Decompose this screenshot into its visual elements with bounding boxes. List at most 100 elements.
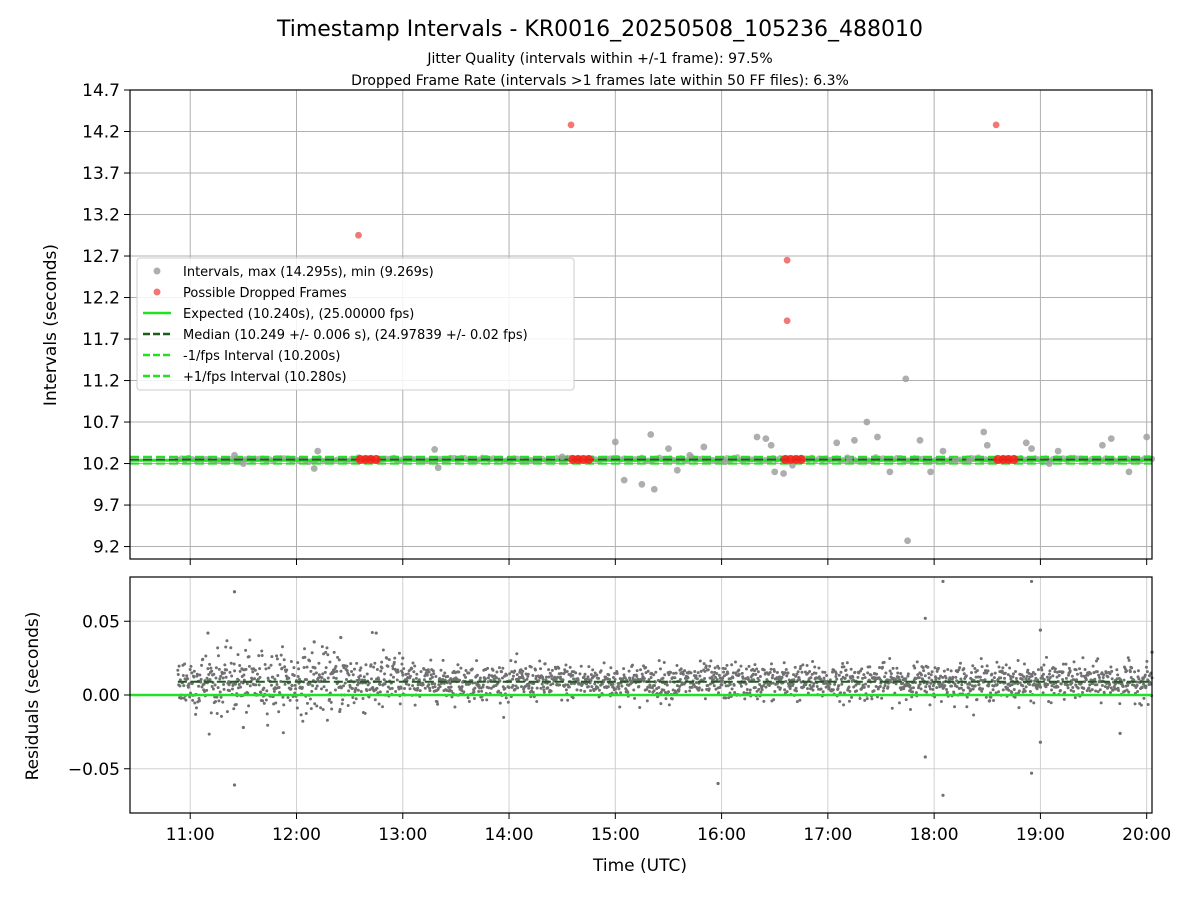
scatter-point xyxy=(434,464,442,472)
residual-point xyxy=(981,687,985,691)
residual-point xyxy=(1079,671,1083,675)
residual-point xyxy=(538,659,542,663)
scatter-point xyxy=(833,439,841,447)
residual-point xyxy=(1110,669,1114,673)
residual-point xyxy=(1003,671,1007,675)
residual-point xyxy=(549,689,553,693)
residual-point xyxy=(801,663,805,667)
residual-point xyxy=(778,686,782,690)
residual-point xyxy=(593,671,597,675)
residual-point xyxy=(1044,655,1048,659)
residual-point xyxy=(407,683,411,687)
residual-point xyxy=(354,697,358,701)
residual-point xyxy=(617,684,621,688)
residual-point xyxy=(727,696,731,700)
residual-point xyxy=(1067,666,1071,670)
residual-point xyxy=(441,677,445,681)
chart-subtitle-dropped: Dropped Frame Rate (intervals >1 frames … xyxy=(351,73,849,89)
residual-point xyxy=(315,704,319,708)
residual-point xyxy=(940,683,944,687)
residual-point xyxy=(498,701,502,705)
residual-point xyxy=(849,667,853,671)
residual-point xyxy=(1090,688,1094,692)
residual-point xyxy=(888,669,892,673)
residual-point xyxy=(784,680,788,684)
residual-point xyxy=(717,666,721,670)
residual-point xyxy=(265,689,269,693)
residual-point xyxy=(505,673,509,677)
scatter-point xyxy=(647,431,655,438)
residual-point xyxy=(958,666,962,670)
residual-point xyxy=(202,682,206,686)
residual-point xyxy=(392,660,396,664)
legend-entry: Expected (10.240s), (25.00000 fps) xyxy=(143,307,414,322)
residual-point xyxy=(960,683,964,687)
residual-point xyxy=(411,678,415,682)
residual-point xyxy=(704,664,708,668)
residual-point xyxy=(599,669,603,673)
residual-point xyxy=(464,668,468,672)
scatter-point xyxy=(1009,454,1019,464)
residual-point xyxy=(548,671,552,675)
residual-point xyxy=(645,687,649,691)
residual-point xyxy=(799,664,803,668)
residual-point xyxy=(414,676,418,680)
residual-point xyxy=(703,676,707,680)
residual-point xyxy=(983,678,987,682)
residual-point xyxy=(372,665,376,669)
residual-point xyxy=(718,685,722,689)
residual-point xyxy=(511,674,515,678)
residual-point xyxy=(227,683,231,687)
residual-point xyxy=(883,675,887,679)
residual-point xyxy=(1023,689,1027,693)
residual-point xyxy=(744,667,748,671)
residual-point xyxy=(1109,665,1113,669)
residual-point xyxy=(1091,682,1095,686)
top-ytick-label: 9.2 xyxy=(93,538,120,558)
residual-point xyxy=(739,684,743,688)
residual-point xyxy=(262,701,266,705)
residual-point xyxy=(275,654,279,658)
residual-point xyxy=(839,670,843,674)
residual-point xyxy=(783,671,787,675)
residual-point xyxy=(421,683,425,687)
residual-point xyxy=(1045,675,1049,679)
residual-point xyxy=(217,654,221,658)
residual-point xyxy=(500,676,504,680)
residual-point xyxy=(354,686,358,690)
residual-point xyxy=(188,668,192,672)
residual-point xyxy=(425,673,429,677)
residual-point xyxy=(850,695,854,699)
residual-point xyxy=(198,673,202,677)
residual-point xyxy=(813,665,817,669)
residual-point xyxy=(944,688,948,692)
residual-point xyxy=(863,676,867,680)
residual-point xyxy=(480,689,484,693)
residual-point xyxy=(751,672,755,676)
residual-point xyxy=(1126,683,1130,687)
residual-point xyxy=(747,664,751,668)
residual-point xyxy=(979,657,983,661)
residual-point xyxy=(900,675,904,679)
residual-point xyxy=(725,663,729,667)
residual-point xyxy=(381,648,385,652)
legend-entry: Possible Dropped Frames xyxy=(153,286,347,301)
residual-point xyxy=(720,679,724,683)
residual-point xyxy=(311,684,315,688)
residual-point xyxy=(769,662,773,666)
residual-point xyxy=(325,646,329,650)
residual-point xyxy=(888,657,892,661)
scatter-point xyxy=(904,537,911,545)
residual-point xyxy=(224,645,228,649)
residual-point xyxy=(325,718,329,722)
residual-point xyxy=(911,686,915,690)
residual-point xyxy=(708,682,712,686)
xtick-label: 16:00 xyxy=(697,825,746,845)
residual-point xyxy=(915,660,919,664)
residual-point xyxy=(864,682,868,686)
residual-point xyxy=(412,670,416,674)
residual-point xyxy=(870,697,874,701)
residual-point xyxy=(771,673,775,677)
residual-point xyxy=(190,682,194,686)
residual-point xyxy=(281,695,285,699)
